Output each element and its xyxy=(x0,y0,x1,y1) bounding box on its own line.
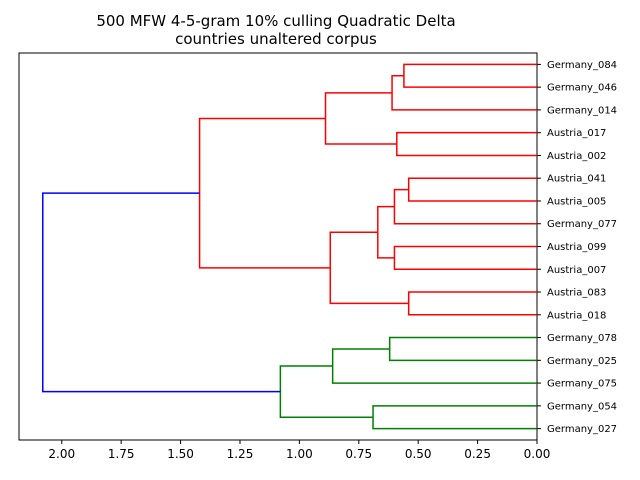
leaf-label: Austria_018 xyxy=(547,310,606,321)
dendrogram-link xyxy=(388,336,537,362)
dendrogram-link xyxy=(372,405,537,430)
leaf-label: Austria_017 xyxy=(547,128,606,139)
dendrogram-link xyxy=(279,365,374,418)
x-tick-label: 1.50 xyxy=(167,447,194,461)
dendrogram-link xyxy=(331,348,537,384)
leaf-label: Austria_002 xyxy=(547,151,606,162)
x-tick-label: 0.50 xyxy=(405,447,432,461)
dendrogram-links xyxy=(42,63,537,430)
leaf-label: Austria_099 xyxy=(547,242,606,253)
leaf-label: Austria_005 xyxy=(547,196,606,207)
leaf-label: Germany_014 xyxy=(547,105,617,116)
chart-subtitle: countries unaltered corpus xyxy=(175,30,377,48)
x-tick-label: 1.00 xyxy=(286,447,313,461)
x-tick-label: 0.00 xyxy=(524,447,551,461)
dendrogram-link xyxy=(403,63,537,88)
leaf-label: Austria_083 xyxy=(547,288,606,299)
dendrogram-link xyxy=(198,117,331,269)
leaf-label: Germany_046 xyxy=(547,83,617,94)
dendrogram-link xyxy=(407,291,537,316)
dendrogram-link xyxy=(391,75,537,111)
x-tick-label: 1.25 xyxy=(227,447,254,461)
leaf-label: Germany_027 xyxy=(547,424,617,435)
leaf-label: Germany_084 xyxy=(547,60,617,71)
dendrogram-link xyxy=(329,231,409,305)
dendrogram-link xyxy=(42,192,281,393)
dendrogram-link xyxy=(396,131,537,157)
x-tick-label: 1.75 xyxy=(108,447,135,461)
x-tick-label: 2.00 xyxy=(48,447,75,461)
dendrogram-link xyxy=(393,245,537,271)
dendrogram-link xyxy=(393,188,537,225)
x-tick-label: 0.75 xyxy=(345,447,372,461)
leaf-label: Germany_078 xyxy=(547,333,617,344)
dendrogram-link xyxy=(377,205,395,259)
leaf-label: Austria_007 xyxy=(547,265,606,276)
leaf-labels: Germany_084 Germany_046 Germany_014 Austria… xyxy=(537,60,617,435)
dendrogram-link xyxy=(407,177,537,202)
leaf-label: Germany_077 xyxy=(547,219,617,230)
x-tick-label: 0.25 xyxy=(464,447,491,461)
dendrogram-link xyxy=(324,92,397,145)
leaf-label: Austria_041 xyxy=(547,174,606,185)
leaf-label: Germany_025 xyxy=(547,356,617,367)
leaf-label: Germany_054 xyxy=(547,401,617,412)
leaf-label: Germany_075 xyxy=(547,379,617,390)
x-axis: 2.00 1.75 1.50 1.25 1.00 0.75 0.50 0.25 0.00 xyxy=(48,440,550,461)
chart-title: 500 MFW 4-5-gram 10% culling Quadratic D… xyxy=(96,12,455,30)
